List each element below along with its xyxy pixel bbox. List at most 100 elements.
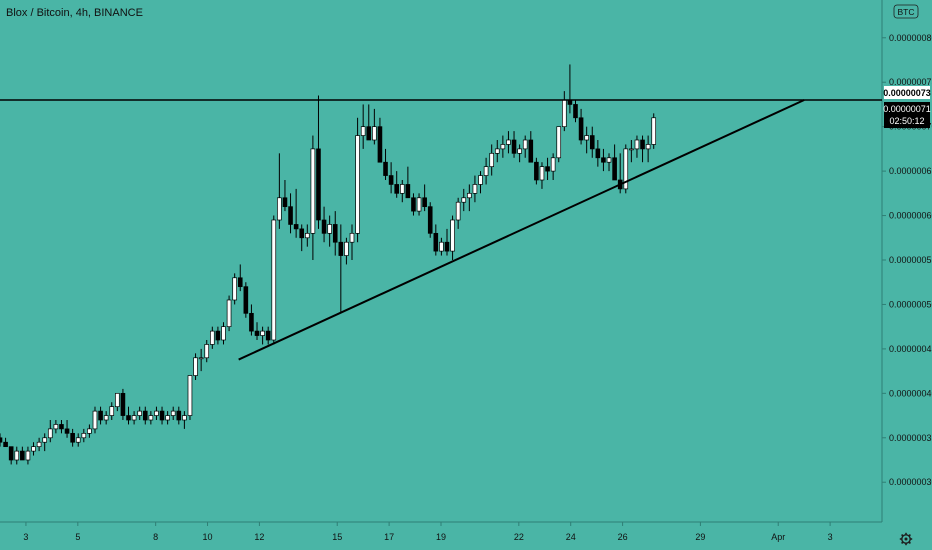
candle-body: [282, 197, 288, 208]
candle-body: [316, 148, 321, 221]
candle-body: [277, 197, 282, 221]
candle-body: [645, 144, 651, 150]
resistance-price-tag-bg: [884, 86, 930, 99]
x-tick-label: 3: [828, 532, 833, 542]
x-tick-label: 10: [203, 532, 213, 542]
y-tick-label: 0.00000030: [889, 477, 932, 487]
candle-body: [640, 139, 645, 150]
candle-body: [232, 277, 237, 301]
candle-body: [472, 184, 478, 194]
candle-body: [483, 166, 489, 176]
candle-body: [461, 197, 467, 203]
candle-body: [237, 277, 243, 288]
candle-body: [539, 166, 545, 181]
candle-body: [534, 161, 539, 181]
x-tick-label: 12: [254, 532, 264, 542]
candle-body: [254, 330, 260, 336]
candle-body: [92, 410, 98, 430]
x-tick-label: 22: [514, 532, 524, 542]
candle-body: [394, 184, 400, 194]
x-tick-label: Apr: [771, 532, 785, 542]
ascending-trend-line[interactable]: [238, 99, 805, 361]
candle-body: [221, 326, 226, 341]
candle-body: [198, 357, 204, 360]
y-tick-label: 0.00000060: [889, 211, 932, 221]
resistance-price-tag: 0.00000073: [883, 88, 931, 98]
candle-body: [623, 148, 629, 190]
candle-body: [14, 450, 20, 461]
candle-body: [573, 104, 578, 119]
price-axis[interactable]: 0.000000800.000000750.000000700.00000065…: [882, 33, 932, 487]
x-tick-label: 29: [695, 532, 705, 542]
candle-body: [556, 126, 562, 159]
candle-body: [388, 175, 394, 185]
candle-body: [42, 437, 48, 443]
currency-badge: BTC: [898, 7, 915, 17]
drawings-group[interactable]: [0, 99, 882, 361]
x-tick-label: 26: [618, 532, 628, 542]
candle-body: [193, 357, 198, 376]
candle-body: [103, 415, 109, 421]
candle-body: [87, 428, 92, 434]
candle-body: [64, 428, 70, 434]
candle-body: [120, 392, 126, 416]
candle-body: [327, 224, 332, 234]
candle-body: [494, 148, 500, 154]
candle-body: [260, 330, 265, 336]
candle-body: [53, 424, 59, 430]
candle-body: [383, 161, 388, 176]
candle-body: [562, 99, 567, 128]
candle-body: [159, 410, 165, 421]
candle-body: [455, 201, 461, 221]
candle-body: [601, 157, 606, 163]
y-tick-label: 0.00000080: [889, 33, 932, 43]
candle-body: [137, 410, 142, 416]
candle-body: [288, 206, 293, 225]
candle-body: [427, 206, 433, 234]
y-tick-label: 0.00000065: [889, 166, 932, 176]
candle-body: [265, 330, 271, 341]
candle-body: [81, 432, 87, 439]
candle-body: [416, 197, 422, 212]
candle-body: [629, 148, 634, 151]
currency-badge-box[interactable]: [893, 4, 919, 19]
candle-body: [522, 139, 528, 150]
candle-body: [20, 450, 25, 461]
candle-body: [304, 232, 310, 239]
time-axis[interactable]: 3 5 8 10 12 15 17 19 22 24 26 29 Apr 3: [23, 522, 833, 542]
candle-body: [148, 415, 154, 421]
last-price-tag-bg: [884, 102, 930, 128]
candle-body: [338, 241, 344, 256]
candle-body: [634, 139, 640, 150]
candle-body: [506, 139, 511, 145]
candle-body: [226, 299, 232, 328]
candle-body: [595, 148, 601, 159]
candle-body: [578, 117, 584, 141]
candle-body: [349, 232, 355, 243]
candle-body: [36, 441, 42, 448]
candle-body: [170, 410, 176, 416]
y-tick-label: 0.00000040: [889, 388, 932, 398]
candle-body: [589, 135, 595, 150]
candle-body: [478, 175, 483, 185]
candle-body: [142, 410, 148, 421]
candle-body: [25, 450, 31, 461]
candle-body: [215, 330, 221, 341]
candle-body: [47, 428, 53, 439]
candle-body: [321, 219, 327, 234]
candle-body: [360, 126, 366, 136]
candle-body: [165, 415, 170, 421]
candle-body: [500, 144, 506, 150]
candle-body: [187, 375, 193, 416]
x-tick-label: 15: [332, 532, 342, 542]
candle-body: [377, 126, 383, 163]
candle-body: [182, 415, 187, 421]
candle-body: [98, 410, 103, 421]
x-tick-label: 5: [75, 532, 80, 542]
candle-body: [489, 152, 494, 168]
y-tick-label: 0.00000075: [889, 77, 932, 87]
x-tick-label: 17: [384, 532, 394, 542]
gear-icon[interactable]: [899, 532, 913, 546]
candle-body: [366, 126, 372, 141]
